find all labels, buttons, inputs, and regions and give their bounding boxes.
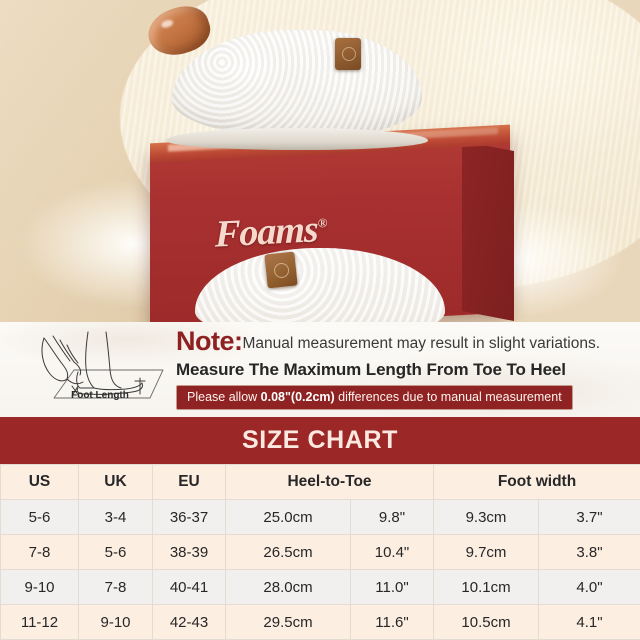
ribbon-prefix: Please allow [187,389,261,404]
header-uk: UK [78,464,153,500]
cell-width-in: 3.8" [538,534,640,570]
cell-uk: 9-10 [78,604,153,640]
cell-eu: 40-41 [152,569,226,605]
table-row: 5-6 3-4 36-37 25.0cm 9.8" 9.3cm 3.7" [0,499,640,535]
cell-eu: 42-43 [152,604,226,640]
cell-us: 9-10 [0,569,79,605]
cell-heel-in: 9.8" [349,499,435,535]
note-line-2: Measure The Maximum Length From Toe To H… [176,359,566,379]
cell-width-in: 4.0" [538,569,640,605]
cell-width-in: 4.1" [538,604,640,640]
cell-us: 5-6 [0,499,79,535]
slipper-on-box [166,30,428,150]
foot-length-diagram-icon: Foot Length [41,331,164,401]
cell-width-cm: 9.3cm [433,499,540,535]
table-body: 5-6 3-4 36-37 25.0cm 9.8" 9.3cm 3.7" 7-8… [0,499,640,640]
table-header-row: US UK EU Heel-to-Toe Foot width [0,464,640,500]
product-photo: Foams® [0,0,640,322]
slipper-fur-texture [172,30,422,138]
cell-us: 7-8 [0,534,79,570]
cell-heel-cm: 28.0cm [225,569,351,605]
cell-width-cm: 10.5cm [433,604,540,640]
slipper-leather-tag [335,38,361,70]
cell-uk: 3-4 [78,499,153,535]
cell-heel-in: 10.4" [349,534,435,570]
table-row: 7-8 5-6 38-39 26.5cm 10.4" 9.7cm 3.8" [0,534,640,570]
header-us: US [0,464,79,500]
slipper-leather-tag [264,251,298,289]
cell-heel-in: 11.6" [349,604,435,640]
cell-uk: 5-6 [78,534,153,570]
header-heel-to-toe: Heel-to-Toe [224,464,435,500]
slipper-sole [166,128,428,150]
cell-eu: 36-37 [152,499,226,535]
cell-us: 11-12 [0,604,79,640]
registered-trademark-icon: ® [317,215,327,231]
tolerance-ribbon: Please allow 0.08"(0.2cm) differences du… [176,384,573,410]
cell-heel-cm: 25.0cm [225,499,351,535]
cell-heel-in: 11.0" [349,569,435,605]
measurement-note-strip: Foot Length Note:Manual measurement may … [0,322,640,417]
header-foot-width: Foot width [433,464,640,500]
table-row: 11-12 9-10 42-43 29.5cm 11.6" 10.5cm 4.1… [0,604,640,640]
note-keyword: Note: [176,326,243,356]
size-chart-banner: SIZE CHART [0,417,640,464]
cell-width-in: 3.7" [538,499,640,535]
cell-eu: 38-39 [152,534,226,570]
table-row: 9-10 7-8 40-41 28.0cm 11.0" 10.1cm 4.0" [0,569,640,605]
cell-width-cm: 9.7cm [433,534,540,570]
cell-heel-cm: 26.5cm [225,534,351,570]
ribbon-suffix: differences due to manual measurement [334,389,562,404]
note-description: Manual measurement may result in slight … [242,335,601,352]
cell-uk: 7-8 [78,569,153,605]
note-text-column: Note:Manual measurement may result in sl… [176,326,622,410]
cell-heel-cm: 29.5cm [225,604,351,640]
foot-length-label: Foot Length [71,390,129,401]
note-line-1: Note:Manual measurement may result in sl… [176,326,622,357]
size-chart-title: SIZE CHART [242,426,398,454]
header-eu: EU [152,464,226,500]
ribbon-highlight: 0.08"(0.2cm) [260,389,335,404]
size-chart-table: US UK EU Heel-to-Toe Foot width 5-6 3-4 … [0,464,640,640]
cell-width-cm: 10.1cm [433,569,540,605]
